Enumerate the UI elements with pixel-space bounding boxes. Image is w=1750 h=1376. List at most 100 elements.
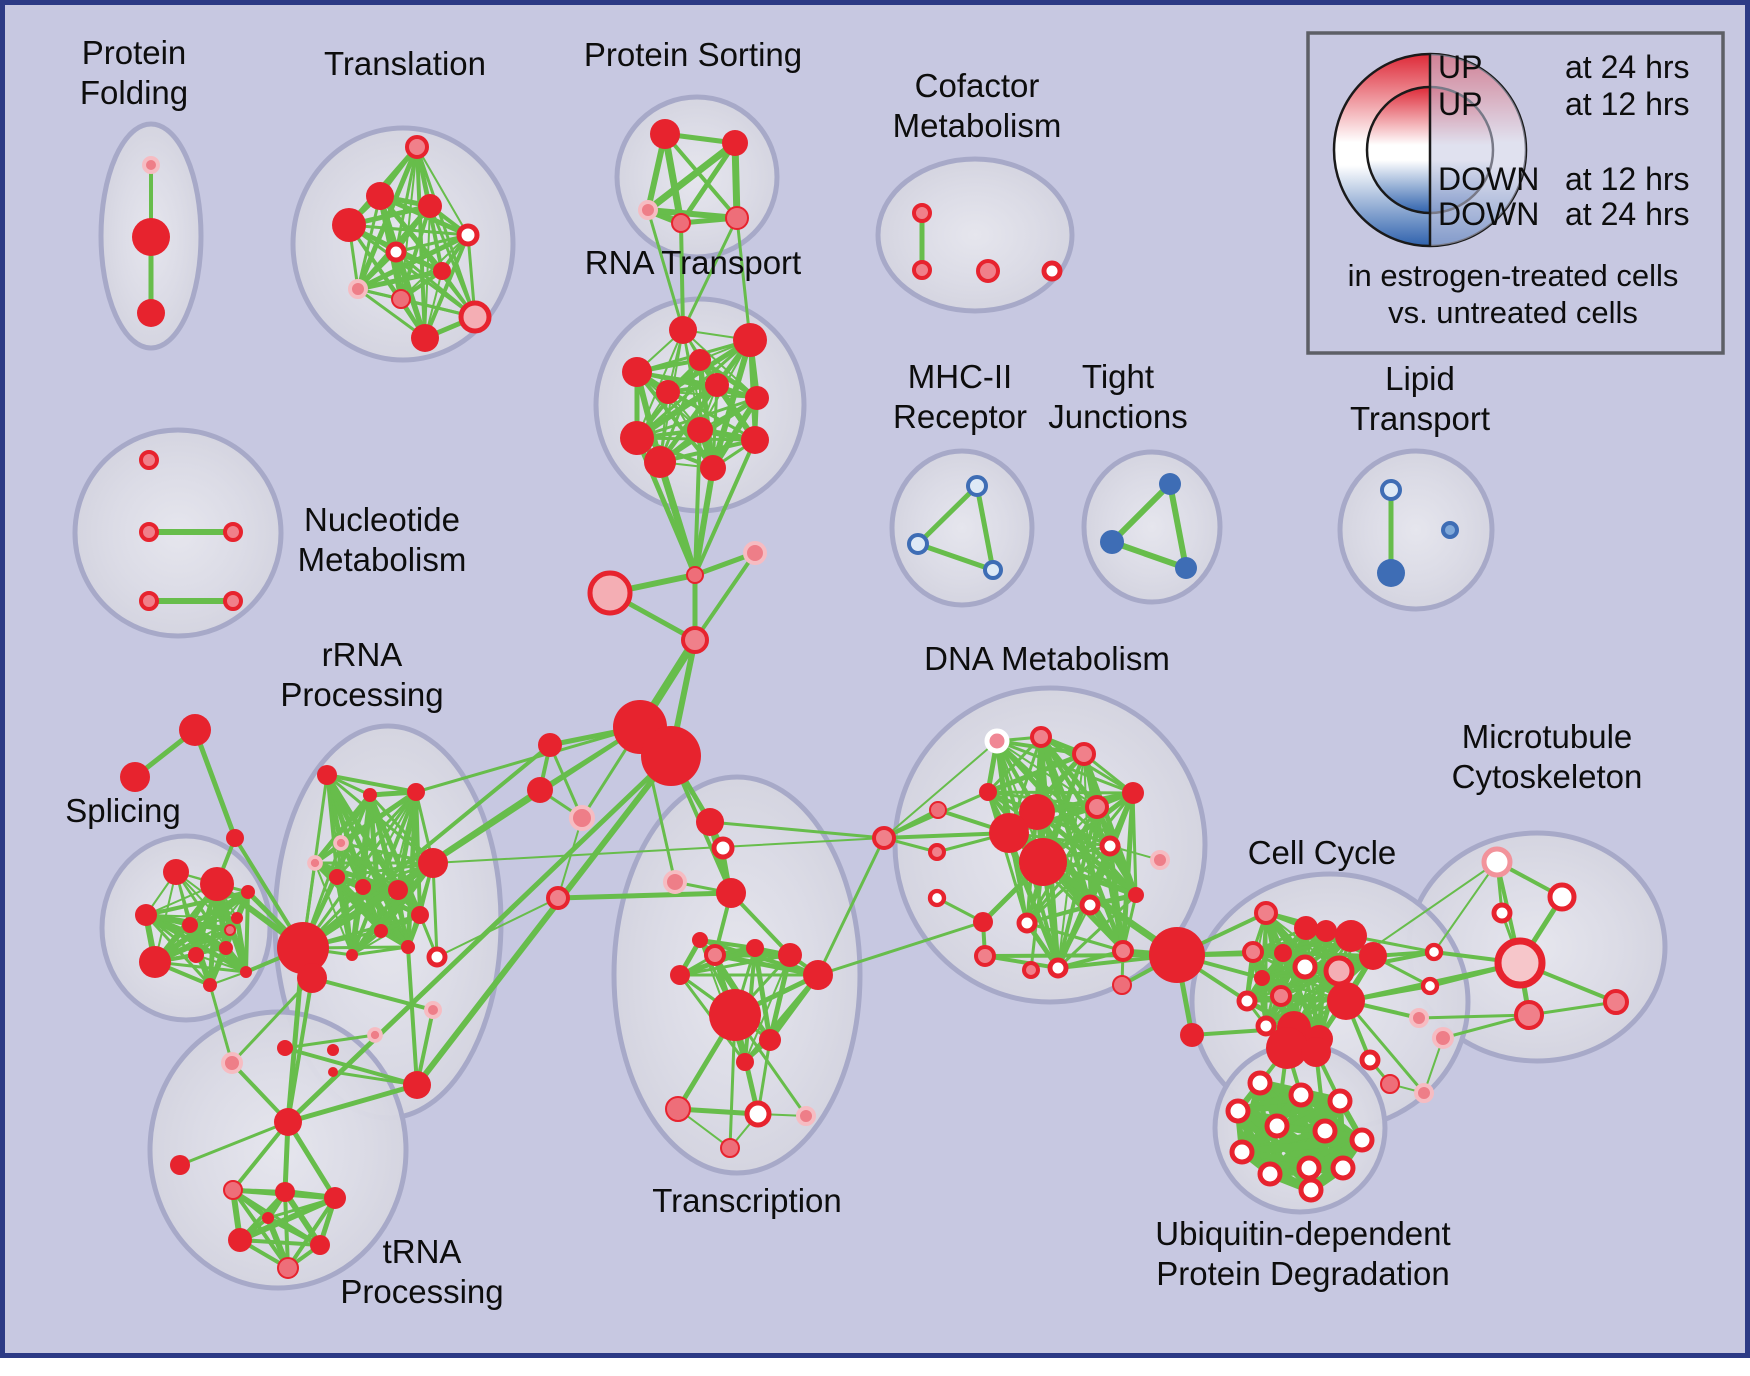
node-dml[interactable] (872, 826, 896, 850)
node-tn7[interactable] (277, 1257, 299, 1279)
node-rrhub2[interactable] (297, 963, 327, 993)
node-tg1[interactable] (179, 714, 211, 746)
node-mc2[interactable] (743, 541, 767, 565)
node-dm8[interactable] (1099, 835, 1121, 857)
node-tx6[interactable] (692, 932, 708, 948)
node-rr3[interactable] (407, 783, 425, 801)
node-ps1[interactable] (650, 119, 680, 149)
node-lm2[interactable] (527, 777, 553, 803)
node-mt4[interactable] (1514, 1000, 1544, 1030)
node-txhub[interactable] (709, 989, 761, 1041)
node-pf3[interactable] (137, 299, 165, 327)
node-dm15[interactable] (1128, 887, 1144, 903)
node-cf3[interactable] (976, 259, 1000, 283)
node-dm20[interactable] (1022, 961, 1040, 979)
node-tj1[interactable] (1159, 473, 1181, 495)
node-ub11[interactable] (1330, 1155, 1356, 1181)
node-dmB[interactable] (989, 813, 1029, 853)
node-ub2[interactable] (1225, 1098, 1251, 1124)
node-tr11[interactable] (411, 324, 439, 352)
node-rt6[interactable] (656, 380, 680, 404)
node-cc7[interactable] (1274, 944, 1292, 962)
node-tx11[interactable] (803, 960, 833, 990)
node-trh[interactable] (274, 1108, 302, 1136)
node-rt11[interactable] (644, 446, 676, 478)
node-cc10[interactable] (1254, 970, 1270, 986)
node-rrD[interactable] (221, 1052, 243, 1074)
node-tx1[interactable] (696, 808, 724, 836)
node-ps3[interactable] (638, 200, 658, 220)
node-ub8[interactable] (1229, 1139, 1255, 1165)
node-nm5[interactable] (223, 591, 243, 611)
node-tr6[interactable] (385, 241, 407, 263)
node-ub12[interactable] (1298, 1177, 1324, 1203)
node-tx2[interactable] (711, 836, 735, 860)
node-dm4[interactable] (929, 801, 947, 819)
node-cf2[interactable] (912, 260, 932, 280)
node-rt1[interactable] (669, 316, 697, 344)
node-dm11[interactable] (927, 888, 947, 908)
node-sp1[interactable] (163, 859, 189, 885)
node-rr7[interactable] (355, 879, 371, 895)
node-sp6[interactable] (188, 947, 204, 963)
node-rt7[interactable] (745, 386, 769, 410)
node-mc4[interactable] (681, 626, 709, 654)
node-cf4[interactable] (1041, 260, 1063, 282)
node-mt8[interactable] (1603, 989, 1629, 1015)
node-rr13[interactable] (426, 946, 448, 968)
node-tx15[interactable] (744, 1100, 772, 1128)
node-sp12[interactable] (240, 966, 252, 978)
node-tx4[interactable] (716, 878, 746, 908)
node-sp9[interactable] (241, 885, 255, 899)
node-rrB[interactable] (418, 848, 448, 878)
node-rr2[interactable] (363, 788, 377, 802)
node-tx12[interactable] (759, 1029, 781, 1051)
node-rt10[interactable] (741, 426, 769, 454)
node-dm3[interactable] (1072, 742, 1096, 766)
node-dm2[interactable] (1030, 726, 1052, 748)
node-dm6[interactable] (1085, 795, 1109, 819)
node-mc1[interactable] (686, 566, 704, 584)
node-rrhub[interactable] (277, 922, 329, 974)
node-ubB[interactable] (1301, 1037, 1331, 1067)
node-dm7[interactable] (1122, 782, 1144, 804)
node-cc0[interactable] (1180, 1023, 1204, 1047)
node-tr1[interactable] (405, 135, 429, 159)
node-cc12[interactable] (1327, 982, 1365, 1020)
node-rt2[interactable] (733, 323, 767, 357)
node-ub1[interactable] (1247, 1070, 1273, 1096)
node-nm2[interactable] (139, 522, 159, 542)
node-rr16[interactable] (367, 1027, 383, 1043)
node-cc2[interactable] (1294, 916, 1318, 940)
node-ps5[interactable] (725, 206, 749, 230)
node-lm3[interactable] (569, 805, 595, 831)
node-sp2[interactable] (200, 867, 234, 901)
node-cc16[interactable] (1380, 1074, 1400, 1094)
node-tr9[interactable] (391, 289, 411, 309)
node-tr5[interactable] (456, 223, 480, 247)
node-sp5[interactable] (139, 946, 171, 978)
node-lm1[interactable] (538, 733, 562, 757)
node-mtbig[interactable] (1494, 937, 1546, 989)
node-sp3[interactable] (135, 904, 157, 926)
node-hub2[interactable] (641, 726, 701, 786)
node-dm13[interactable] (974, 945, 996, 967)
node-ub9[interactable] (1257, 1161, 1283, 1187)
node-rr1[interactable] (317, 765, 337, 785)
node-rrC[interactable] (403, 1071, 431, 1099)
node-rt5[interactable] (705, 373, 729, 397)
node-rr18[interactable] (328, 1067, 338, 1077)
node-mt9[interactable] (1432, 1027, 1454, 1049)
node-dmC[interactable] (1019, 838, 1067, 886)
node-cc3[interactable] (1315, 920, 1337, 942)
node-tn4[interactable] (324, 1187, 346, 1209)
node-ub6[interactable] (1312, 1118, 1338, 1144)
node-tr2[interactable] (366, 182, 394, 210)
node-tn3[interactable] (275, 1182, 295, 1202)
node-mh3[interactable] (983, 560, 1003, 580)
node-sp7[interactable] (219, 941, 233, 955)
node-tx13[interactable] (736, 1053, 754, 1071)
node-cc15[interactable] (1359, 1049, 1381, 1071)
node-pf1[interactable] (142, 156, 160, 174)
node-tx9[interactable] (670, 965, 690, 985)
